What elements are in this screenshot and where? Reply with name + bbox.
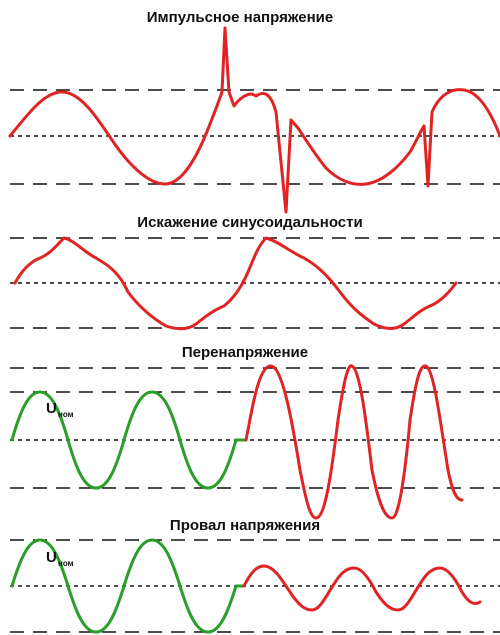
panel-title-voltage-sag: Провал напряжения bbox=[170, 517, 320, 534]
panel-impulse-voltage bbox=[8, 26, 500, 214]
unom-label: U bbox=[46, 549, 57, 566]
nominal-voltage-curve bbox=[10, 538, 246, 634]
panel-title-impulse-voltage: Импульсное напряжение bbox=[147, 9, 334, 26]
unom-subscript: ном bbox=[58, 410, 74, 419]
voltage-sag-curve bbox=[242, 564, 482, 612]
distorted-sine-curve bbox=[13, 236, 458, 331]
nominal-voltage-curve bbox=[10, 390, 248, 490]
unom-label: U bbox=[46, 400, 57, 417]
panel-overvoltage: U ном bbox=[10, 364, 500, 520]
panel-title-sinusoidal-distortion: Искажение синусоидальности bbox=[137, 214, 362, 231]
panel-voltage-sag: U ном bbox=[10, 538, 500, 634]
panel-title-overvoltage: Перенапряжение bbox=[182, 344, 308, 361]
overvoltage-curve bbox=[244, 364, 464, 520]
impulse-voltage-curve bbox=[8, 26, 500, 214]
unom-subscript: ном bbox=[58, 559, 74, 568]
panel-sinusoidal-distortion bbox=[10, 236, 500, 331]
